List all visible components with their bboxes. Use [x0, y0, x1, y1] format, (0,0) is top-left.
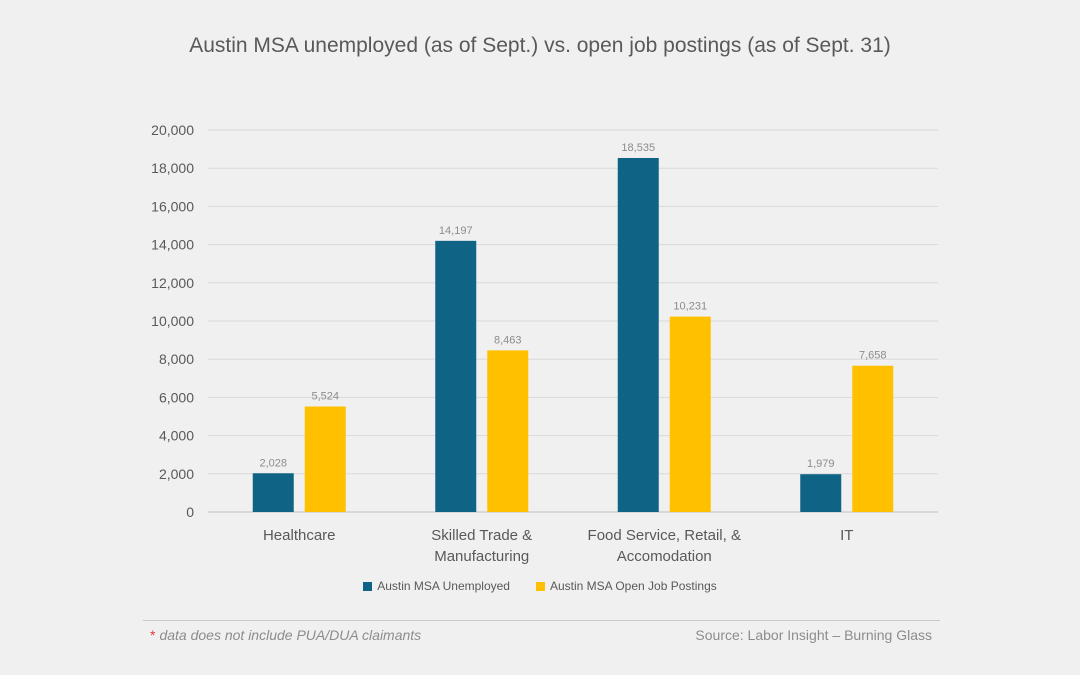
y-tick-label: 16,000: [151, 198, 194, 214]
x-tick-label: Accomodation: [617, 548, 712, 565]
y-tick-label: 4,000: [159, 428, 194, 444]
source-credit: Source: Labor Insight – Burning Glass: [695, 627, 932, 643]
y-tick-label: 18,000: [151, 160, 194, 176]
bar-open-postings: [487, 350, 529, 512]
footnote-text: data does not include PUA/DUA claimants: [159, 627, 422, 643]
bar-open-postings: [852, 365, 894, 512]
bar-unemployed: [252, 473, 294, 512]
y-tick-label: 10,000: [151, 313, 194, 329]
bar-unemployed: [617, 157, 659, 512]
data-label: 14,197: [439, 225, 473, 237]
x-tick-label: Healthcare: [263, 527, 336, 544]
legend-label-unemployed: Austin MSA Unemployed: [377, 579, 510, 593]
legend-item-unemployed: Austin MSA Unemployed: [363, 579, 510, 593]
bar-open-postings: [304, 406, 346, 512]
legend-swatch-open-postings: [535, 581, 545, 591]
y-tick-label: 2,000: [159, 466, 194, 482]
data-label: 1,979: [807, 458, 835, 470]
data-label: 18,535: [621, 142, 655, 154]
footnote: * data does not include PUA/DUA claimants: [150, 627, 421, 643]
footer-divider: [143, 620, 940, 621]
x-tick-label: Food Service, Retail, &: [588, 527, 741, 544]
chart-legend: Austin MSA Unemployed Austin MSA Open Jo…: [0, 579, 1080, 593]
y-tick-label: 14,000: [151, 237, 194, 253]
legend-label-open-postings: Austin MSA Open Job Postings: [549, 579, 717, 593]
x-tick-label: IT: [840, 527, 853, 544]
x-tick-label: Skilled Trade &: [431, 527, 532, 544]
x-tick-label: Manufacturing: [434, 548, 529, 565]
data-label: 2,028: [259, 457, 287, 469]
legend-item-open-postings: Austin MSA Open Job Postings: [535, 579, 717, 593]
data-label: 5,524: [311, 390, 339, 402]
footnote-asterisk: *: [150, 627, 156, 643]
bar-unemployed: [800, 474, 842, 512]
y-tick-label: 0: [186, 504, 194, 520]
y-tick-label: 6,000: [159, 389, 194, 405]
y-tick-label: 12,000: [151, 275, 194, 291]
data-label: 8,463: [494, 334, 522, 346]
y-tick-label: 8,000: [159, 351, 194, 367]
data-label: 10,231: [673, 301, 707, 313]
bar-unemployed: [435, 240, 477, 513]
y-tick-label: 20,000: [151, 122, 194, 138]
chart-title: Austin MSA unemployed (as of Sept.) vs. …: [189, 34, 891, 57]
data-label: 7,658: [859, 350, 887, 362]
bar-open-postings: [669, 316, 711, 512]
legend-swatch-unemployed: [363, 581, 373, 591]
